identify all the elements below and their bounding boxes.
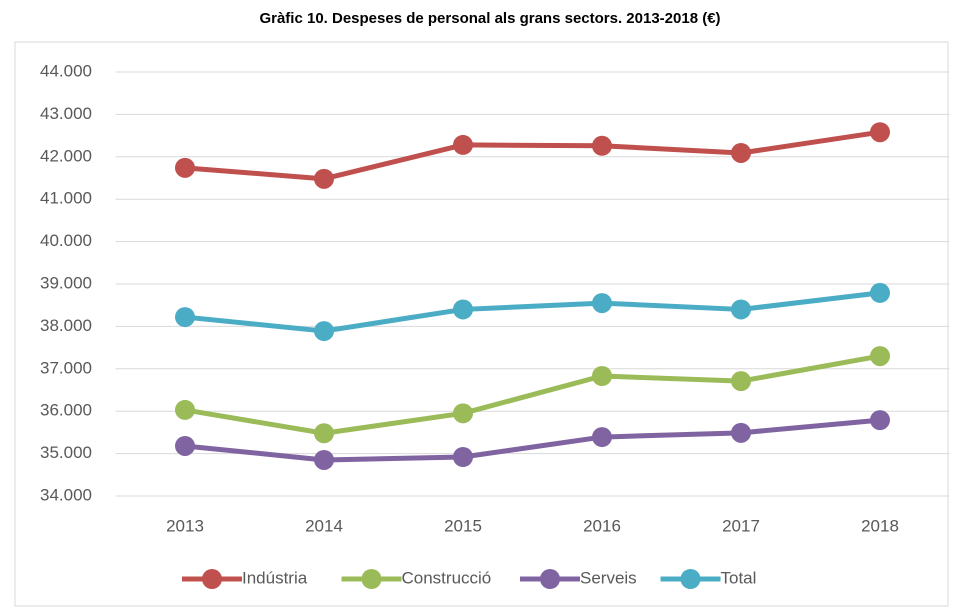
y-tick-label: 39.000 <box>40 273 92 292</box>
data-point <box>731 422 751 443</box>
data-point <box>453 134 473 155</box>
legend-label: Total <box>721 568 757 587</box>
data-point <box>453 299 473 320</box>
data-point <box>453 446 473 467</box>
legend-marker <box>361 569 382 589</box>
x-tick-label: 2017 <box>722 516 760 535</box>
x-tick-label: 2013 <box>166 516 204 535</box>
data-point <box>870 122 890 143</box>
data-point <box>314 321 334 342</box>
data-point <box>175 399 195 420</box>
series-line <box>184 290 881 334</box>
y-tick-label: 42.000 <box>40 146 92 165</box>
data-point <box>314 168 334 189</box>
series-line <box>184 417 881 463</box>
data-point <box>175 307 195 328</box>
y-tick-label: 41.000 <box>40 189 92 208</box>
series-line <box>184 353 881 436</box>
y-tick-label: 43.000 <box>40 104 92 123</box>
chart-frame <box>14 41 949 607</box>
data-point <box>592 366 612 387</box>
data-point <box>870 410 890 431</box>
data-point <box>314 423 334 444</box>
legend-marker <box>540 569 560 589</box>
x-tick-label: 2018 <box>861 516 899 535</box>
y-tick-label: 34.000 <box>40 485 92 504</box>
data-point <box>314 449 334 470</box>
data-point <box>175 435 195 456</box>
chart-title: Gràfic 10. Despeses de personal als gran… <box>259 10 720 27</box>
data-point <box>731 142 751 163</box>
data-point <box>592 293 612 314</box>
legend-marker <box>680 569 701 589</box>
y-tick-label: 40.000 <box>40 231 92 250</box>
x-tick-label: 2014 <box>305 516 343 535</box>
legend-label: Serveis <box>580 568 637 587</box>
legend-marker <box>202 569 222 589</box>
x-tick-label: 2015 <box>444 516 482 535</box>
data-point <box>870 282 890 303</box>
y-tick-label: 36.000 <box>40 401 92 420</box>
data-point <box>731 299 751 320</box>
legend-label: Construcció <box>402 568 492 587</box>
series-line <box>184 129 881 182</box>
data-point <box>592 427 612 448</box>
x-tick-label: 2016 <box>583 516 621 535</box>
data-point <box>592 135 612 156</box>
data-point <box>175 157 195 178</box>
legend-label: Indústria <box>242 568 308 587</box>
y-tick-label: 37.000 <box>40 358 92 377</box>
y-tick-label: 44.000 <box>40 61 92 80</box>
y-tick-label: 35.000 <box>40 443 92 462</box>
data-point <box>453 403 473 424</box>
y-tick-label: 38.000 <box>40 316 92 335</box>
data-point <box>731 371 751 392</box>
data-point <box>870 346 890 367</box>
